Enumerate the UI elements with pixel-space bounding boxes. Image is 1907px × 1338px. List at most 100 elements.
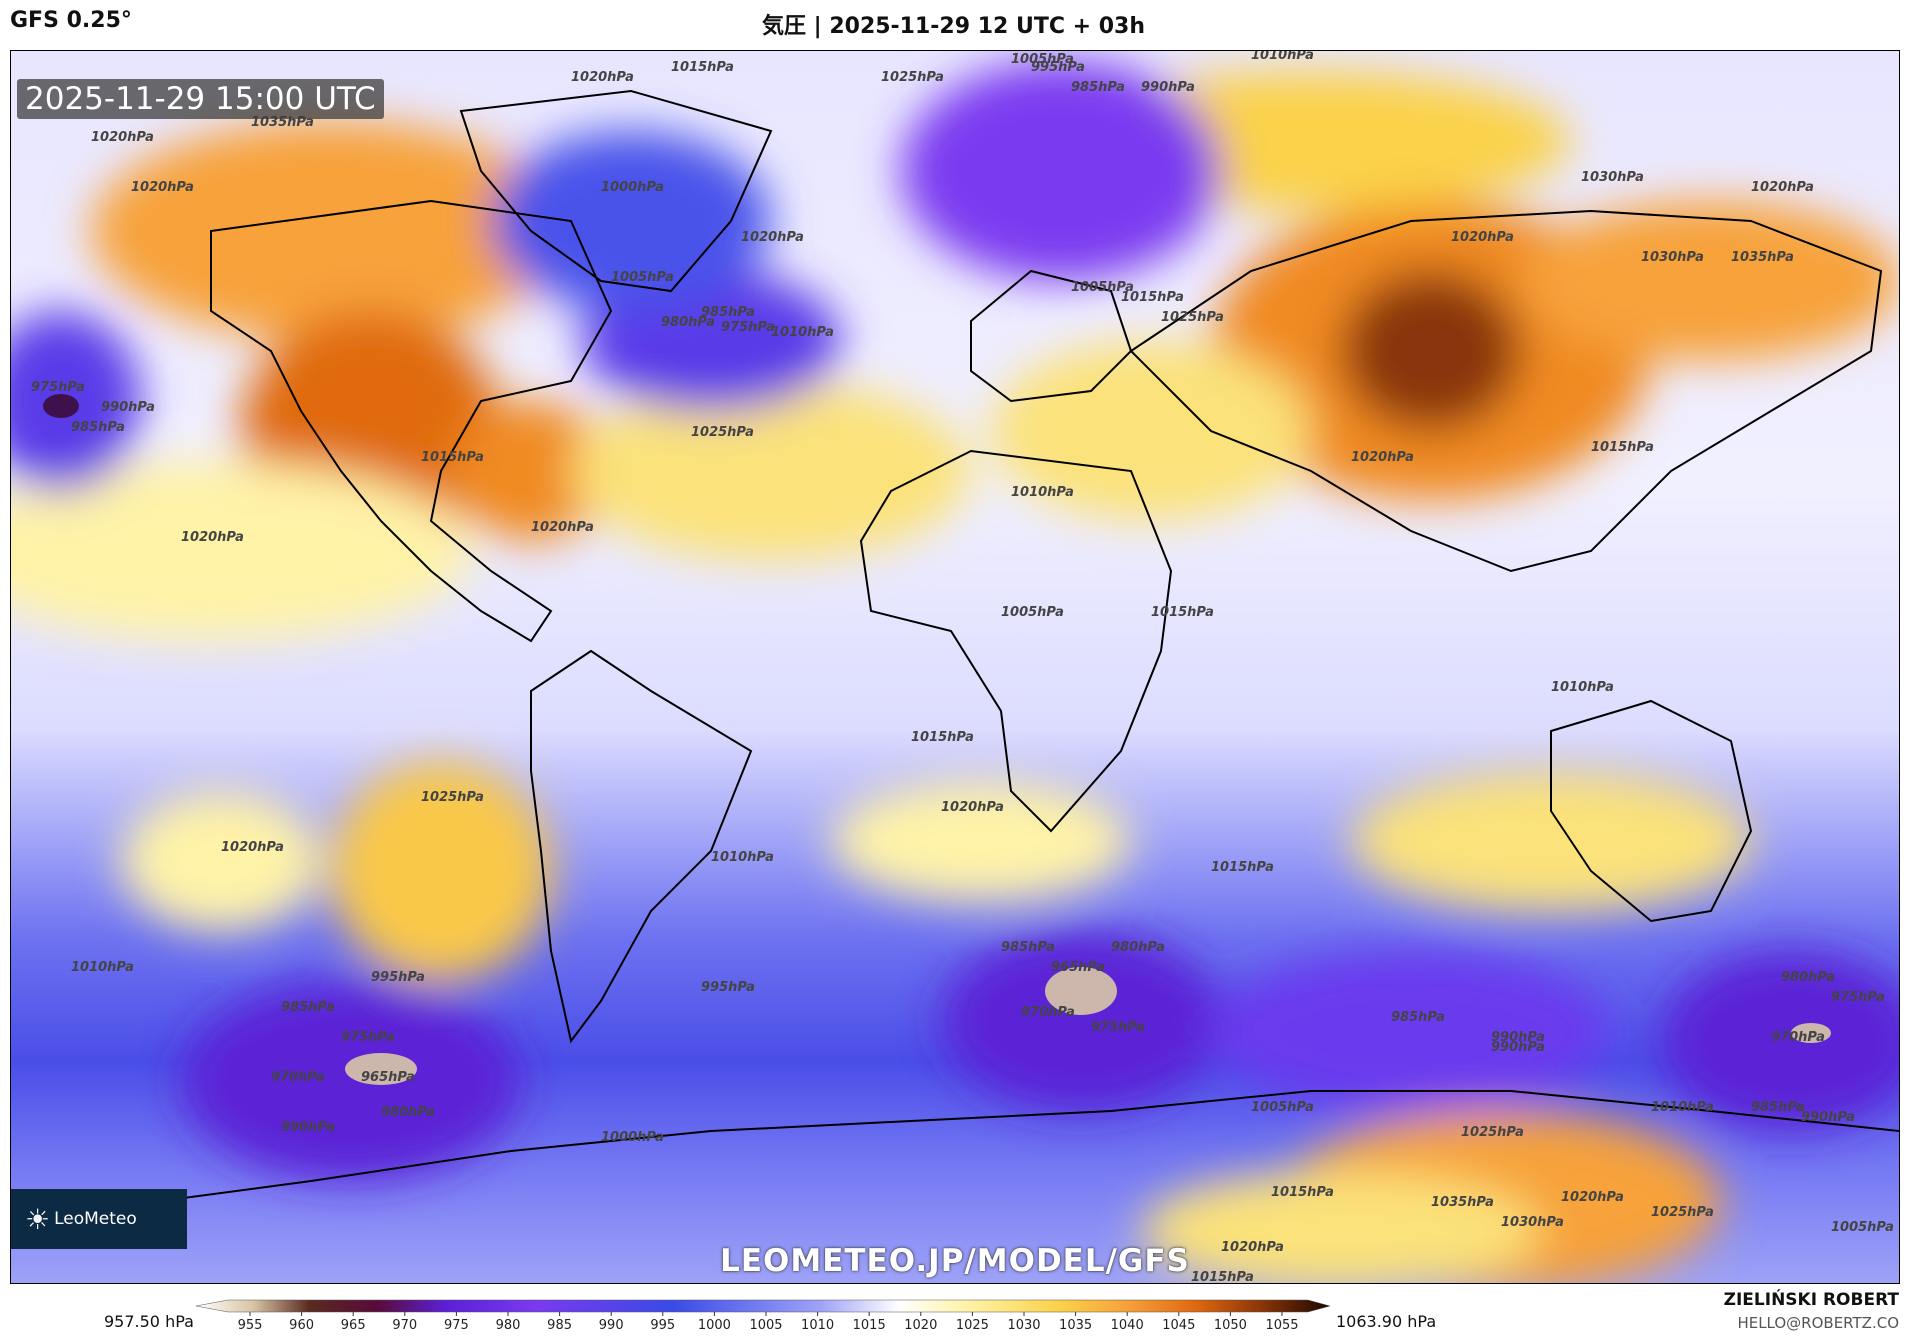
isobar-label: 1000hPa bbox=[601, 1130, 664, 1145]
isobar-label: 985hPa bbox=[1001, 940, 1055, 955]
isobar-label: 1005hPa bbox=[1011, 52, 1074, 67]
isobar-label: 1015hPa bbox=[1211, 860, 1274, 875]
source-watermark: LEOMETEO.JP/MODEL/GFS bbox=[720, 1243, 1190, 1279]
isobar-label: 995hPa bbox=[1031, 60, 1085, 75]
isobar-label: 1015hPa bbox=[671, 60, 734, 75]
isobar-label: 965hPa bbox=[1051, 960, 1105, 975]
isobar-label: 1035hPa bbox=[1431, 1195, 1494, 1210]
logo-text: LeoMeteo bbox=[54, 1209, 137, 1229]
colorbar-tick-label: 975 bbox=[444, 1318, 469, 1333]
isobar-label: 1020hPa bbox=[1451, 230, 1514, 245]
legend-max-label: 1063.90 hPa bbox=[1336, 1312, 1437, 1331]
colorbar-tick-label: 995 bbox=[650, 1318, 675, 1333]
pressure-colorbar: 957.50 hPa 955 960 965 970 975 980 bbox=[0, 1298, 1907, 1338]
isobar-label: 1025hPa bbox=[421, 790, 484, 805]
isobar-label: 1010hPa bbox=[1651, 1100, 1714, 1115]
isobar-label: 1020hPa bbox=[531, 520, 594, 535]
isobar-label: 1030hPa bbox=[1501, 1215, 1564, 1230]
isobar-label: 1015hPa bbox=[1271, 1185, 1334, 1200]
isobar-label: 985hPa bbox=[701, 305, 755, 320]
map-title: 気圧 | 2025-11-29 12 UTC + 03h bbox=[761, 14, 1146, 39]
isobar-label: 1005hPa bbox=[611, 270, 674, 285]
isobar-label: 975hPa bbox=[341, 1030, 395, 1045]
isobar-label: 970hPa bbox=[271, 1070, 325, 1085]
isobar-label: 975hPa bbox=[31, 380, 85, 395]
isobar-label: 975hPa bbox=[721, 320, 775, 335]
isobar-label: 1020hPa bbox=[131, 180, 194, 195]
isobar-label: 1015hPa bbox=[1191, 1270, 1254, 1283]
colorbar-tick-label: 1045 bbox=[1162, 1318, 1195, 1333]
isobar-label: 1015hPa bbox=[1121, 290, 1184, 305]
isobar-label: 1020hPa bbox=[741, 230, 804, 245]
isobar-label: 1025hPa bbox=[1161, 310, 1224, 325]
isobar-label: 1030hPa bbox=[1641, 250, 1704, 265]
isobar-label: 1020hPa bbox=[1561, 1190, 1624, 1205]
isobar-label: 990hPa bbox=[281, 1120, 335, 1135]
colorbar-tick-label: 1010 bbox=[801, 1318, 834, 1333]
leometeo-logo[interactable]: ☀ LeoMeteo bbox=[11, 1189, 187, 1249]
colorbar-tick-label: 985 bbox=[547, 1318, 572, 1333]
isobar-label: 985hPa bbox=[281, 1000, 335, 1015]
isobar-label: 970hPa bbox=[1021, 1005, 1075, 1020]
colorbar-tick-label: 955 bbox=[238, 1318, 263, 1333]
valid-time-badge: 2025-11-29 15:00 UTC bbox=[17, 79, 384, 119]
isobar-label: 985hPa bbox=[71, 420, 125, 435]
isobar-label: 1010hPa bbox=[771, 325, 834, 340]
isobar-label: 990hPa bbox=[1491, 1040, 1545, 1055]
isobar-label: 990hPa bbox=[101, 400, 155, 415]
isobar-label: 1015hPa bbox=[1591, 440, 1654, 455]
isobar-label: 1020hPa bbox=[221, 840, 284, 855]
colorbar-tick-label: 960 bbox=[289, 1318, 314, 1333]
isobar-label: 1015hPa bbox=[1151, 605, 1214, 620]
colorbar-tick-label: 1035 bbox=[1059, 1318, 1092, 1333]
isobar-label: 980hPa bbox=[381, 1105, 435, 1120]
isobar-label: 1020hPa bbox=[91, 130, 154, 145]
isobar-label: 1010hPa bbox=[1551, 680, 1614, 695]
isobar-label: 965hPa bbox=[361, 1070, 415, 1085]
isobar-label: 985hPa bbox=[1751, 1100, 1805, 1115]
isobar-label: 985hPa bbox=[1071, 80, 1125, 95]
isobar-label: 1035hPa bbox=[1731, 250, 1794, 265]
isobar-label: 1005hPa bbox=[1831, 1220, 1894, 1235]
isobar-label: 1025hPa bbox=[1651, 1205, 1714, 1220]
legend-min-label: 957.50 hPa bbox=[104, 1312, 194, 1331]
isobar-label: 1010hPa bbox=[1011, 485, 1074, 500]
isobar-label: 1020hPa bbox=[571, 70, 634, 85]
model-name: GFS 0.25° bbox=[10, 8, 132, 33]
isobar-label: 1005hPa bbox=[1251, 1100, 1314, 1115]
isobar-label: 1015hPa bbox=[911, 730, 974, 745]
isobar-label: 995hPa bbox=[701, 980, 755, 995]
isobar-label: 1025hPa bbox=[881, 70, 944, 85]
isobar-label: 1020hPa bbox=[941, 800, 1004, 815]
colorbar-tick-label: 1020 bbox=[904, 1318, 937, 1333]
isobar-label: 1010hPa bbox=[1251, 51, 1314, 63]
coastlines bbox=[11, 89, 1899, 1222]
isobar-label: 1005hPa bbox=[1071, 280, 1134, 295]
isobar-label: 990hPa bbox=[1491, 1030, 1545, 1045]
colorbar-tick-label: 1000 bbox=[698, 1318, 731, 1333]
isobar-label: 1025hPa bbox=[691, 425, 754, 440]
isobar-label: 985hPa bbox=[1391, 1010, 1445, 1025]
author-email: HELLO@ROBERTZ.CO bbox=[1737, 1314, 1899, 1332]
isobar-label: 1020hPa bbox=[1351, 450, 1414, 465]
isobar-label: 975hPa bbox=[1091, 1020, 1145, 1035]
isobar-label: 1025hPa bbox=[1461, 1125, 1524, 1140]
colorbar-tick-label: 1005 bbox=[749, 1318, 782, 1333]
isobar-label: 1010hPa bbox=[71, 960, 134, 975]
pressure-map[interactable]: 1020hPa 1015hPa 1005hPa 995hPa 985hPa 990hPa 1… bbox=[10, 50, 1900, 1284]
colorbar-tick-label: 990 bbox=[599, 1318, 624, 1333]
sun-icon: ☀ bbox=[25, 1202, 51, 1236]
isobar-label: 980hPa bbox=[1111, 940, 1165, 955]
colorbar-tick-label: 980 bbox=[496, 1318, 521, 1333]
isobar-label: 1020hPa bbox=[1221, 1240, 1284, 1255]
isobar-label: 1010hPa bbox=[711, 850, 774, 865]
colorbar-tick-label: 1050 bbox=[1214, 1318, 1247, 1333]
colorbar-tick-label: 1030 bbox=[1007, 1318, 1040, 1333]
colorbar-tick-label: 1025 bbox=[956, 1318, 989, 1333]
colorbar-svg: 955 960 965 970 975 980 985 990 995 1000 1005 1010 1… bbox=[195, 1299, 1331, 1333]
colorbar-tick-label: 1055 bbox=[1265, 1318, 1298, 1333]
isobar-label: 990hPa bbox=[1141, 80, 1195, 95]
isobar-label: 1030hPa bbox=[1581, 170, 1644, 185]
